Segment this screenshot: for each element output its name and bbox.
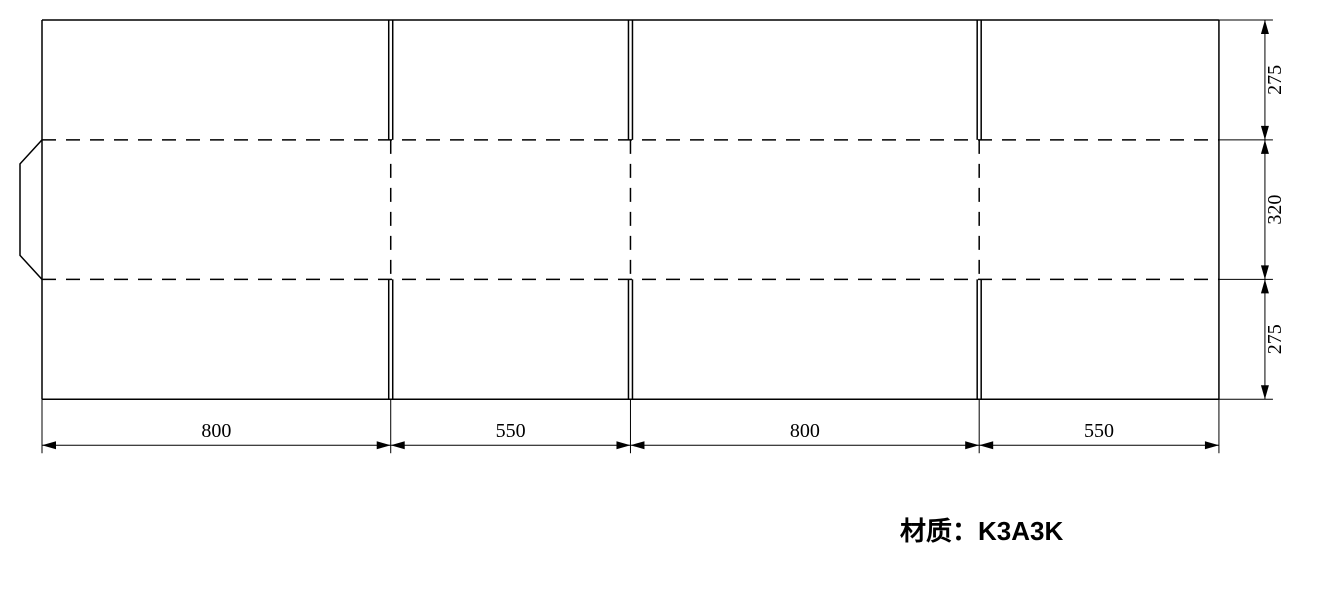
dimension-arrow — [1261, 265, 1269, 279]
dimension-label-height: 275 — [1264, 324, 1286, 354]
dimension-arrow — [1261, 279, 1269, 293]
dimension-arrow — [1261, 140, 1269, 154]
dimension-arrow — [1261, 385, 1269, 399]
dimension-arrow — [979, 441, 993, 449]
dimension-arrow — [1261, 126, 1269, 140]
glue-flap — [20, 140, 42, 279]
dimension-arrow — [965, 441, 979, 449]
dimension-arrow — [377, 441, 391, 449]
dimension-label-width: 550 — [496, 420, 526, 442]
dimension-arrow — [630, 441, 644, 449]
dimension-label-height: 320 — [1264, 195, 1286, 225]
dimension-label-width: 800 — [201, 420, 231, 442]
dimension-arrow — [1205, 441, 1219, 449]
dimension-arrow — [391, 441, 405, 449]
material-label: 材质：K3A3K — [900, 516, 1063, 546]
dimension-label-width: 550 — [1084, 420, 1114, 442]
dimension-label-height: 275 — [1264, 65, 1286, 95]
dimension-label-width: 800 — [790, 420, 820, 442]
dimension-arrow — [1261, 20, 1269, 34]
dimension-arrow — [42, 441, 56, 449]
dimension-arrow — [616, 441, 630, 449]
box-dieline-drawing: 800 550 800 550 275 320 275 材质：K3A3K — [0, 0, 1320, 591]
